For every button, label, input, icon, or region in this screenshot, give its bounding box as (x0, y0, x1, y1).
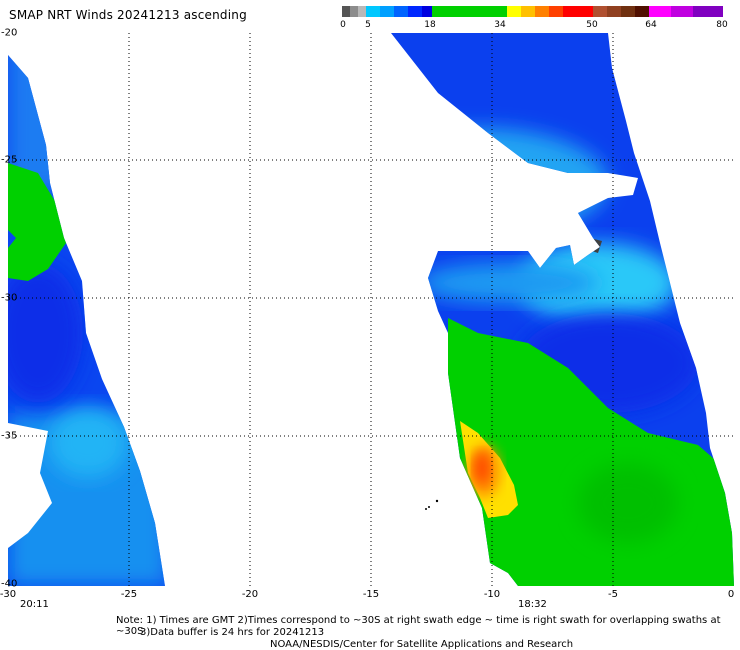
left-swath-time: 20:11 (20, 599, 49, 610)
x-tick-label: -20 (241, 589, 259, 600)
colorbar-segment (593, 6, 607, 17)
colorbar-label: 5 (365, 20, 371, 30)
note-line-3: NOAA/NESDIS/Center for Satellite Applica… (270, 639, 574, 650)
colorbar-label: 50 (586, 20, 598, 30)
island-marks (425, 499, 439, 510)
colorbar-segment (432, 6, 507, 17)
left-swath (8, 55, 165, 586)
colorbar-labels: 0 5 18 34 50 64 80 (0, 20, 740, 34)
colorbar-segment (607, 6, 621, 17)
colorbar-segment (366, 6, 380, 17)
colorbar-segment (649, 6, 671, 17)
y-tick-label: -30 (1, 292, 18, 304)
colorbar-segment (408, 6, 422, 17)
colorbar-segment (521, 6, 535, 17)
right-swath (391, 33, 734, 586)
x-tick-label: -10 (483, 589, 501, 600)
colorbar-segment (394, 6, 408, 17)
colorbar-label: 64 (645, 20, 657, 30)
wind-map (8, 33, 734, 586)
colorbar-segment (350, 6, 358, 17)
colorbar-label: 80 (716, 20, 728, 30)
y-tick-label: -20 (1, 27, 18, 39)
colorbar-segment (380, 6, 394, 17)
colorbar-segment (535, 6, 549, 17)
y-tick-label: -35 (1, 430, 18, 442)
colorbar-segment (549, 6, 563, 17)
colorbar-label: 34 (494, 20, 506, 30)
x-tick-label: -15 (362, 589, 380, 600)
note-line-2: 3)Data buffer is 24 hrs for 20241213 (140, 627, 325, 638)
x-tick-label: 0 (727, 589, 735, 600)
colorbar-segment (342, 6, 350, 17)
colorbar-segment (507, 6, 521, 17)
y-tick-label: -25 (1, 154, 18, 166)
y-tick-label: -40 (1, 578, 18, 590)
map-title: SMAP NRT Winds 20241213 ascending (9, 8, 247, 22)
colorbar-label: 0 (340, 20, 346, 30)
colorbar-segment (358, 6, 366, 17)
colorbar-label: 18 (424, 20, 436, 30)
right-swath-time: 18:32 (518, 599, 547, 610)
colorbar-segment (635, 6, 649, 17)
colorbar-segment (671, 6, 693, 17)
grid-lines (8, 33, 734, 586)
colorbar-segment (621, 6, 635, 17)
x-tick-label: -30 (0, 589, 17, 600)
note-line-1: Note: 1) Times are GMT 2)Times correspon… (116, 615, 721, 637)
colorbar-segment (422, 6, 432, 17)
x-tick-label: -25 (120, 589, 138, 600)
wind-speed-colorbar (342, 6, 729, 17)
colorbar-segment (563, 6, 593, 17)
colorbar-segment (693, 6, 723, 17)
x-tick-label: -5 (608, 589, 618, 600)
